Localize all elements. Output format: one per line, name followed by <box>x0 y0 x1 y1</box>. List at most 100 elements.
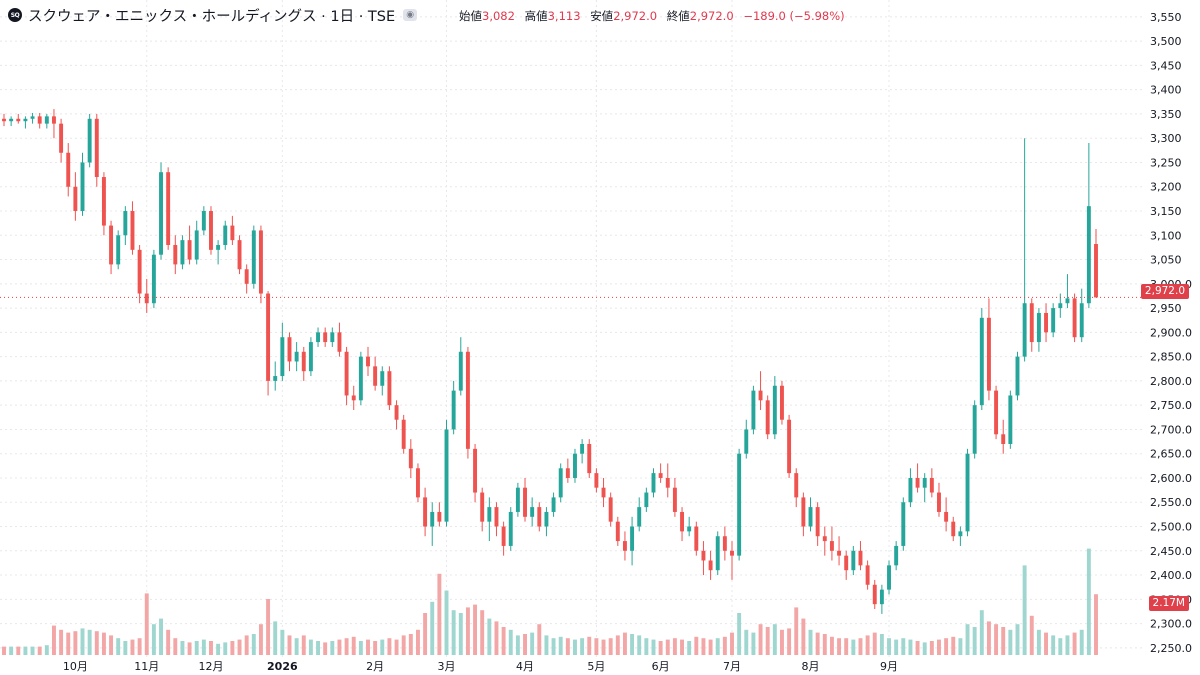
candle-body <box>287 337 292 362</box>
volume-bar <box>708 639 713 655</box>
change-value: −189.0 (−5.98%) <box>743 9 845 23</box>
volume-bar <box>130 639 135 655</box>
price-tick-label: 2,500.0 <box>1150 521 1192 534</box>
candle-body <box>1051 308 1056 333</box>
candle <box>9 116 14 127</box>
candle <box>380 366 385 396</box>
candle-body <box>266 293 271 381</box>
candle <box>159 162 163 260</box>
candle-body <box>344 351 349 396</box>
candle <box>308 337 313 377</box>
volume-bar <box>2 646 6 655</box>
eye-icon[interactable]: ◉ <box>403 9 418 21</box>
volume-bar <box>180 641 185 655</box>
volume-bar <box>558 636 563 655</box>
candle-body <box>2 118 6 122</box>
volume-bar <box>694 636 699 655</box>
candle-body <box>772 385 777 435</box>
candle <box>665 463 670 498</box>
candle-body <box>230 225 235 241</box>
candle <box>16 113 21 124</box>
candle-body <box>1015 356 1020 396</box>
candle-body <box>116 235 121 265</box>
time-tick-label: 9月 <box>880 660 898 673</box>
chart-grid <box>0 0 1143 660</box>
volume-bar <box>494 621 499 655</box>
candle <box>615 516 620 546</box>
volume-bar <box>66 632 71 655</box>
candle <box>30 112 35 124</box>
volume-bar <box>929 641 934 655</box>
time-tick-label: 5月 <box>587 660 605 673</box>
candle <box>151 249 156 309</box>
candle-body <box>444 429 449 522</box>
time-tick-label: 8月 <box>802 660 820 673</box>
candle <box>1008 390 1013 449</box>
candle <box>651 468 656 498</box>
volume-bar <box>187 642 192 655</box>
volume-bar <box>30 646 35 655</box>
volume-bar <box>965 624 970 655</box>
volume-bar <box>394 639 399 655</box>
candle <box>37 112 42 129</box>
candle-body <box>979 317 984 406</box>
time-axis[interactable]: 10月 11月 12月 2026 2月 3月 4月 5月 6月 7月 8月 9月 <box>63 660 898 673</box>
volume-bar <box>151 624 156 655</box>
candle <box>394 400 399 430</box>
time-tick-label: 10月 <box>63 660 88 673</box>
time-tick-label: 2026 <box>267 660 298 673</box>
volume-bar <box>687 641 692 655</box>
volume-bar <box>73 631 78 655</box>
volume-bar <box>751 632 756 655</box>
candle <box>301 346 306 381</box>
symbol-title[interactable]: スクウェア・エニックス・ホールディングス · 1日 · TSE <box>28 8 396 25</box>
candle <box>722 526 727 561</box>
volume-bar <box>894 639 899 655</box>
volume-bar <box>937 639 941 655</box>
volume-bar <box>1058 638 1063 655</box>
volume-bar <box>580 638 585 655</box>
candle <box>872 579 877 610</box>
candle <box>808 497 813 532</box>
candle <box>166 167 171 250</box>
candle-body <box>758 390 763 401</box>
price-axis[interactable]: 3,550 3,500 3,450 3,400 3,350 3,300 3,250 3,200… <box>1150 11 1192 655</box>
candle <box>601 477 606 508</box>
volume-bar <box>1029 615 1034 655</box>
candle-body <box>844 555 849 571</box>
candle <box>551 492 556 517</box>
company-logo: SQ <box>8 8 22 22</box>
candle-body <box>380 371 385 386</box>
candle <box>430 502 435 546</box>
price-tick-label: 2,700.0 <box>1150 423 1192 436</box>
candle-body <box>237 240 242 270</box>
candle-body <box>308 342 313 372</box>
volume-bar <box>266 599 271 655</box>
candle <box>173 235 178 275</box>
candle <box>408 439 413 478</box>
candle-body <box>937 492 941 512</box>
volume-bar <box>1094 594 1098 655</box>
volume-bar <box>844 638 849 655</box>
candle <box>837 536 842 566</box>
candle-body <box>258 230 263 294</box>
candle-body <box>829 541 834 551</box>
volume-bar <box>444 590 449 655</box>
volume-bar <box>651 639 656 655</box>
candle-body <box>537 507 542 527</box>
candle <box>280 322 285 381</box>
candle-body <box>173 244 178 265</box>
candle <box>123 206 128 245</box>
candle-body <box>765 400 770 435</box>
volume-bar <box>551 638 556 655</box>
candle <box>101 172 106 236</box>
volume-bar <box>808 629 813 655</box>
candle-body <box>159 172 163 255</box>
candle <box>194 220 199 265</box>
candle-body <box>51 116 56 124</box>
candle <box>294 342 299 372</box>
volume-bar <box>530 632 535 655</box>
candle-body <box>1079 303 1084 338</box>
candle <box>216 240 221 265</box>
